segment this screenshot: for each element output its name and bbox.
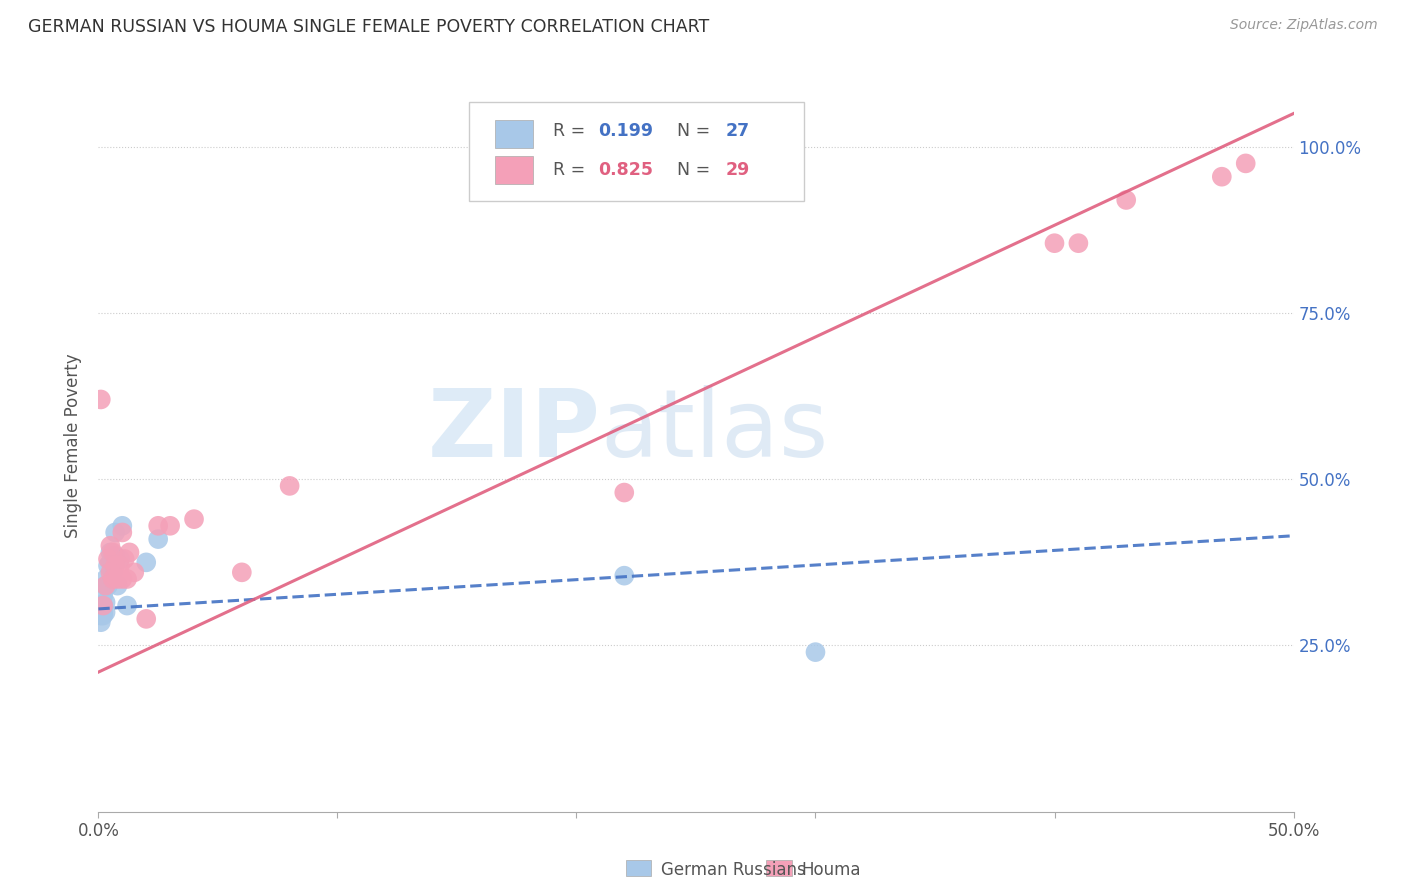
Point	[101, 566, 124, 580]
Point	[1211, 169, 1233, 184]
Point	[91, 608, 114, 623]
Point	[98, 545, 122, 559]
Text: 27: 27	[725, 122, 749, 140]
Point	[159, 518, 181, 533]
Point	[804, 645, 827, 659]
Point	[91, 605, 114, 619]
Text: N =: N =	[666, 161, 716, 178]
Text: Houma: Houma	[801, 861, 860, 879]
Text: GERMAN RUSSIAN VS HOUMA SINGLE FEMALE POVERTY CORRELATION CHART: GERMAN RUSSIAN VS HOUMA SINGLE FEMALE PO…	[28, 18, 710, 36]
Point	[91, 599, 114, 613]
Point	[1115, 193, 1137, 207]
Bar	[495, 120, 533, 147]
Point	[115, 572, 138, 586]
Point	[90, 608, 112, 623]
Bar	[766, 860, 792, 876]
Point	[97, 579, 120, 593]
Point	[94, 579, 117, 593]
Point	[148, 518, 170, 533]
Point	[613, 568, 636, 582]
Point	[90, 602, 112, 616]
Point	[111, 572, 134, 586]
Point	[1043, 236, 1066, 251]
Point	[135, 612, 157, 626]
Point	[90, 392, 112, 407]
Point	[91, 589, 114, 603]
Y-axis label: Single Female Poverty: Single Female Poverty	[65, 354, 83, 538]
Point	[107, 572, 129, 586]
Point	[98, 566, 122, 580]
Bar	[495, 156, 533, 184]
Point	[148, 532, 170, 546]
Point	[94, 572, 117, 586]
Point	[94, 595, 117, 609]
Point	[111, 518, 134, 533]
Point	[108, 558, 131, 573]
Text: N =: N =	[666, 122, 716, 140]
Text: 0.825: 0.825	[598, 161, 652, 178]
Point	[111, 525, 134, 540]
Point	[101, 545, 124, 559]
Text: 29: 29	[725, 161, 749, 178]
Text: R =: R =	[553, 122, 591, 140]
Point	[278, 479, 301, 493]
Point	[613, 485, 636, 500]
Text: atlas: atlas	[600, 385, 828, 477]
Point	[108, 552, 131, 566]
Point	[104, 549, 127, 563]
FancyBboxPatch shape	[470, 103, 804, 201]
Point	[90, 615, 112, 630]
Point	[1067, 236, 1090, 251]
Point	[97, 558, 120, 573]
Point	[107, 579, 129, 593]
Point	[98, 555, 122, 569]
Point	[115, 599, 138, 613]
Point	[1234, 156, 1257, 170]
Point	[98, 539, 122, 553]
Text: German Russians: German Russians	[661, 861, 806, 879]
Point	[104, 558, 127, 573]
Point	[124, 566, 146, 580]
Point	[114, 552, 136, 566]
Point	[135, 555, 157, 569]
Point	[231, 566, 253, 580]
Point	[94, 605, 117, 619]
Point	[101, 552, 124, 566]
Point	[183, 512, 205, 526]
Text: ZIP: ZIP	[427, 385, 600, 477]
Bar	[626, 860, 651, 876]
Point	[94, 579, 117, 593]
Point	[97, 552, 120, 566]
Point	[104, 525, 127, 540]
Point	[118, 545, 141, 559]
Point	[91, 599, 114, 613]
Point	[101, 572, 124, 586]
Text: 0.199: 0.199	[598, 122, 652, 140]
Text: Source: ZipAtlas.com: Source: ZipAtlas.com	[1230, 18, 1378, 32]
Text: R =: R =	[553, 161, 591, 178]
